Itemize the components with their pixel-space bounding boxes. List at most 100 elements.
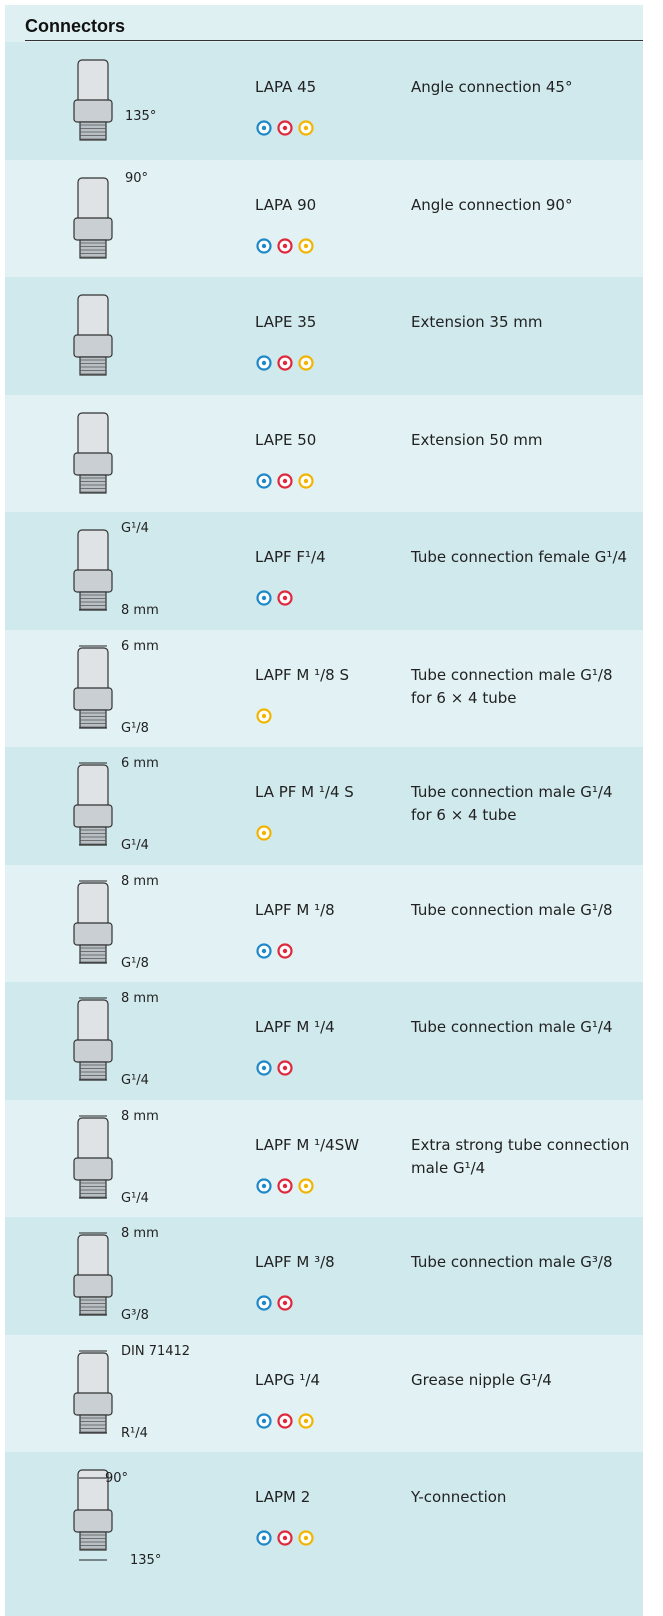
product-code: LAPG ¹/4 bbox=[255, 1370, 321, 1389]
product-drawing: 8 mm G¹/4 bbox=[73, 1109, 159, 1206]
product-description: Tube connection male G¹/4 bbox=[411, 1018, 613, 1036]
indicator-dot bbox=[303, 243, 309, 248]
product-row: 8 mm G¹/4 LAPF M ¹/4 Tube connection male G… bbox=[5, 982, 643, 1100]
indicator-group bbox=[256, 472, 314, 489]
fitting-hex bbox=[73, 334, 113, 358]
indicator-dot bbox=[261, 243, 267, 248]
drawing-label: DIN 71412 bbox=[121, 1344, 190, 1359]
indicator-dot bbox=[282, 1535, 288, 1541]
indicator-dot bbox=[282, 1300, 288, 1306]
fitting-hex bbox=[73, 686, 113, 711]
product-code: LA PF M ¹/4 S bbox=[255, 783, 354, 801]
product-drawing: 90° bbox=[73, 171, 148, 259]
indicator-dot bbox=[282, 125, 288, 131]
product-description: Tube connection female G¹/4 bbox=[411, 548, 628, 566]
product-code: LAPF M ¹/8 bbox=[255, 900, 335, 919]
product-description: Tube connection male G¹/4 for 6 × 4 tube bbox=[411, 783, 613, 824]
fitting-hex bbox=[73, 921, 113, 946]
drawing-label: G¹/8 bbox=[121, 721, 149, 736]
product-code: LAPF M ¹/4SW bbox=[255, 1135, 360, 1154]
drawing-label: G¹/4 bbox=[121, 838, 149, 853]
product-drawing: 8 mm G¹/8 bbox=[73, 874, 159, 971]
drawing-label: G¹/4 bbox=[121, 1073, 149, 1088]
fitting-hex bbox=[73, 99, 113, 123]
product-drawing: 8 mm G¹/4 bbox=[73, 991, 159, 1088]
product-code: LAPF F¹/4 bbox=[255, 548, 326, 566]
indicator-dot bbox=[282, 1183, 288, 1188]
indicator-dot bbox=[282, 243, 288, 248]
product-description: Angle connection 90° bbox=[411, 195, 573, 214]
fitting-hex bbox=[73, 1039, 113, 1063]
fitting-hex bbox=[73, 1509, 113, 1533]
product-code: LAPF M ¹/4 bbox=[255, 1018, 335, 1036]
drawing-label: R¹/4 bbox=[121, 1426, 148, 1441]
indicator-dot bbox=[282, 595, 288, 601]
product-code: LAPA 90 bbox=[255, 195, 317, 214]
product-row: 135° LAPA 45 Angle connection 45° bbox=[5, 42, 643, 160]
indicator-group bbox=[256, 1412, 314, 1429]
product-row: 90° 135° LAPM 2 Y-connection bbox=[5, 1452, 643, 1616]
product-code: LAPE 35 bbox=[255, 313, 317, 331]
product-code: LAPF M ³/8 bbox=[255, 1253, 335, 1271]
indicator-group bbox=[256, 590, 293, 606]
drawing-label: 90° bbox=[105, 1471, 128, 1486]
product-code: LAPA 45 bbox=[255, 78, 317, 96]
indicator-dot bbox=[303, 1183, 309, 1188]
drawing-label: 135° bbox=[125, 109, 156, 124]
indicator-dot bbox=[303, 360, 309, 366]
product-row: LAPE 35 Extension 35 mm bbox=[5, 277, 643, 395]
indicator-dot bbox=[303, 478, 309, 483]
indicator-group bbox=[256, 942, 293, 959]
indicator-dot bbox=[282, 1065, 288, 1071]
product-description: Tube connection male G¹/8 for 6 × 4 tube bbox=[411, 665, 613, 707]
product-row: LAPE 50 Extension 50 mm bbox=[5, 394, 643, 512]
indicator-dot bbox=[282, 360, 288, 366]
fitting-hex bbox=[73, 1156, 113, 1181]
product-description: Tube connection male G¹/8 bbox=[411, 900, 613, 919]
product-row: 8 mm G¹/4 LAPF M ¹/4SW Extra strong tube co… bbox=[5, 1099, 643, 1217]
indicator-dot bbox=[282, 1418, 288, 1423]
product-drawing: 8 mm G³/8 bbox=[73, 1226, 159, 1323]
product-drawing bbox=[73, 294, 113, 376]
product-row: 8 mm G³/8 LAPF M ³/8 Tube connection male G… bbox=[5, 1217, 643, 1335]
drawing-label: 8 mm bbox=[121, 874, 159, 889]
product-description: Extension 35 mm bbox=[411, 313, 543, 331]
indicator-group bbox=[256, 237, 314, 254]
drawing-label: G¹/4 bbox=[121, 521, 149, 536]
indicator-group bbox=[256, 825, 272, 841]
product-row: DIN 71412 R¹/4 LAPG ¹/4 Grease nipple G¹/4 bbox=[5, 1334, 643, 1452]
indicator-group bbox=[256, 1177, 314, 1194]
product-code: LAPF M ¹/8 S bbox=[255, 665, 350, 684]
product-description: Grease nipple G¹/4 bbox=[411, 1370, 552, 1389]
indicator-dot bbox=[261, 595, 267, 601]
header: Connectors bbox=[5, 5, 643, 42]
indicator-group bbox=[256, 355, 314, 371]
indicator-group bbox=[256, 707, 272, 724]
product-drawing: 6 mm G¹/4 bbox=[73, 756, 159, 853]
drawing-label: 8 mm bbox=[121, 603, 159, 618]
indicator-dot bbox=[303, 1535, 309, 1541]
product-row: 8 mm G¹/8 LAPF M ¹/8 Tube connection male G… bbox=[5, 864, 643, 982]
fitting-hex bbox=[73, 216, 113, 241]
indicator-dot bbox=[282, 478, 288, 483]
indicator-dot bbox=[261, 830, 267, 836]
drawing-label: 6 mm bbox=[121, 639, 159, 654]
indicator-dot bbox=[261, 1183, 267, 1188]
product-drawing bbox=[73, 411, 113, 494]
indicator-dot bbox=[261, 1300, 267, 1306]
product-description: Tube connection male G³/8 bbox=[411, 1253, 613, 1271]
product-row: 6 mm G¹/4 LA PF M ¹/4 S Tube connection mal… bbox=[5, 747, 643, 865]
drawing-label: 6 mm bbox=[121, 756, 159, 771]
drawing-label: G³/8 bbox=[121, 1308, 149, 1323]
product-description: Extra strong tube connection male G¹/4 bbox=[411, 1135, 630, 1177]
drawing-label: G¹/8 bbox=[121, 956, 149, 971]
fitting-hex bbox=[73, 1391, 113, 1416]
fitting-hex bbox=[73, 804, 113, 828]
indicator-group bbox=[256, 1530, 314, 1546]
product-drawing: 6 mm G¹/8 bbox=[73, 639, 159, 736]
drawing-label: G¹/4 bbox=[121, 1191, 149, 1206]
indicator-group bbox=[256, 1295, 293, 1311]
product-row: 6 mm G¹/8 LAPF M ¹/8 S Tube connection male… bbox=[5, 629, 643, 747]
product-description: Y-connection bbox=[411, 1488, 507, 1506]
